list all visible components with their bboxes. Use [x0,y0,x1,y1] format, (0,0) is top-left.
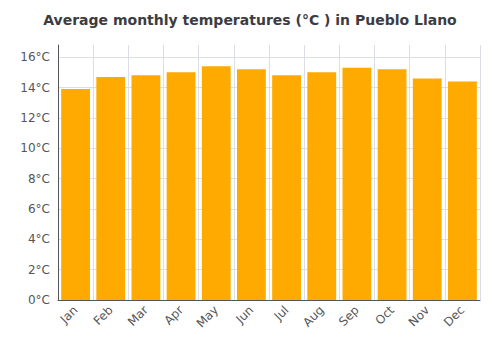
svg-text:6°C: 6°C [28,202,50,216]
svg-text:12°C: 12°C [20,111,50,125]
svg-text:Aug: Aug [300,303,326,329]
svg-text:Jul: Jul [271,303,292,324]
svg-text:Average monthly temperatures (: Average monthly temperatures (°C ) in Pu… [43,12,457,28]
svg-text:Sep: Sep [336,303,362,329]
svg-text:Feb: Feb [91,303,116,328]
svg-text:Apr: Apr [161,303,186,328]
svg-text:Mar: Mar [125,303,151,329]
svg-text:Nov: Nov [406,303,432,329]
svg-text:Jan: Jan [57,303,81,327]
svg-text:4°C: 4°C [28,232,50,246]
svg-text:Oct: Oct [372,303,397,328]
svg-text:Dec: Dec [441,303,467,329]
svg-text:May: May [194,303,221,330]
svg-text:2°C: 2°C [28,263,50,277]
svg-text:10°C: 10°C [20,141,50,155]
svg-text:14°C: 14°C [20,81,50,95]
svg-text:8°C: 8°C [28,172,50,186]
svg-text:0°C: 0°C [28,293,50,307]
svg-text:16°C: 16°C [20,50,50,64]
svg-text:Jun: Jun [233,303,257,327]
